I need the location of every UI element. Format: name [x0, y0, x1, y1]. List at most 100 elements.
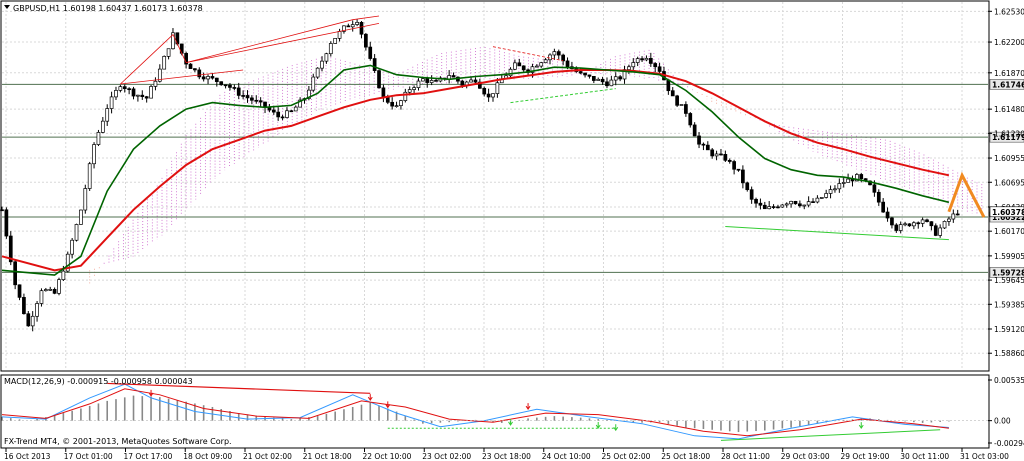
candle-body [4, 209, 9, 237]
price-tick-label: 1.60170 [994, 227, 1024, 236]
time-tick-label: 21 Oct 02:00 [243, 452, 292, 461]
time-tick-label: 25 Oct 02:00 [602, 452, 651, 461]
candle-body [390, 101, 395, 107]
candle-body [293, 106, 298, 112]
arrow-down-icon [858, 422, 864, 430]
level-price-label: 1.61179 [992, 133, 1024, 142]
ma-fast-line [1, 64, 950, 276]
candle-body [210, 76, 215, 79]
candle-body [824, 193, 829, 198]
candle-body [675, 95, 679, 106]
candle-body [754, 198, 758, 204]
candle-body [609, 79, 614, 87]
candle-body [920, 219, 925, 224]
candle-body [188, 63, 193, 69]
candle-body [469, 79, 473, 83]
candle-body [100, 120, 105, 133]
candle-body [705, 144, 710, 151]
candle-body [561, 54, 565, 62]
candle-body [298, 99, 302, 108]
fan-line-a [120, 33, 187, 85]
candle-body [285, 110, 289, 118]
candle-body [640, 58, 644, 61]
candle-body [245, 95, 250, 99]
candle-body [214, 77, 219, 83]
candle-body [39, 290, 44, 304]
candle-body [219, 81, 224, 86]
candle-body [701, 143, 706, 146]
candle-body [495, 82, 500, 94]
candle-body [109, 96, 114, 109]
candle-body [543, 59, 548, 64]
candle-body [48, 288, 53, 291]
time-axis: 16 Oct 2013 17 Oct 01:00 17 Oct 17:00 18 Oc… [4, 448, 1009, 461]
level-price-tag [989, 79, 1024, 90]
candle-body [955, 213, 960, 216]
candle-body [657, 66, 662, 72]
arrow-down-icon [148, 389, 154, 397]
candle-body [70, 239, 74, 255]
triangle-down-icon[interactable] [4, 5, 10, 9]
candle-body [17, 284, 22, 298]
candle-body [648, 57, 653, 64]
candle-body [416, 80, 421, 88]
macd-pane-frame [0, 374, 990, 449]
time-tick-label: 29 Oct 19:00 [841, 452, 890, 461]
price-axis: 1.62530 1.62200 1.61870 1.61480 1.61220 1.609… [988, 7, 1024, 358]
level-price-label: 1.61746 [992, 80, 1024, 89]
candle-body [583, 72, 587, 76]
overlay-lines [1, 15, 986, 276]
candle-body [819, 197, 824, 199]
candle-body [201, 76, 206, 80]
candle-body [613, 76, 618, 81]
candle-body [381, 87, 386, 98]
candle-body [193, 68, 197, 71]
arrow-down-icon [367, 394, 373, 402]
macd-signal-line [1, 388, 949, 437]
time-tick-label: 21 Oct 18:00 [303, 452, 352, 461]
candle-body [591, 75, 596, 81]
level-price-label: 1.60322 [992, 213, 1024, 222]
candle-body [118, 86, 123, 91]
candle-body [890, 217, 894, 226]
candle-body [359, 21, 364, 35]
candle-body [916, 222, 921, 225]
candle-body [57, 279, 61, 294]
candle-body [653, 63, 658, 68]
candle-body [144, 96, 149, 99]
candle-body [228, 84, 232, 88]
candle-body [881, 201, 886, 213]
candle-body [315, 67, 320, 78]
horizontal-levels[interactable]: 1.61746 1.61179 1.60322 1.59728 [2, 79, 1024, 278]
arrow-down-icon [508, 418, 513, 426]
candle-body [407, 89, 412, 93]
price-tick-label: 1.59645 [994, 276, 1024, 285]
candle-body [776, 206, 780, 209]
candle-body [131, 88, 136, 97]
candle-body [596, 78, 601, 81]
candle-body [933, 225, 938, 236]
macd-tick-label: -0.002943 [994, 439, 1024, 448]
time-tick-label: 25 Oct 18:00 [661, 452, 710, 461]
macd-tick-label: 0.00 [994, 417, 1011, 426]
arrow-down-icon [595, 421, 601, 429]
candle-body [254, 99, 259, 102]
candle-body [65, 253, 70, 272]
candle-body [784, 203, 789, 206]
candle-body [52, 288, 57, 294]
candle-body [105, 108, 110, 122]
candle-body [320, 60, 324, 69]
candle-body [951, 213, 956, 220]
candle-body [947, 218, 951, 222]
macd-tick-label: 0.005353 [994, 376, 1024, 385]
candle-body [578, 71, 583, 74]
time-tick-label: 17 Oct 01:00 [64, 452, 113, 461]
candle-body [565, 60, 570, 68]
candle-body [828, 189, 833, 194]
candle-body [767, 206, 772, 210]
candle-body [539, 62, 544, 67]
candle-body [745, 182, 750, 191]
candle-body [136, 94, 140, 97]
